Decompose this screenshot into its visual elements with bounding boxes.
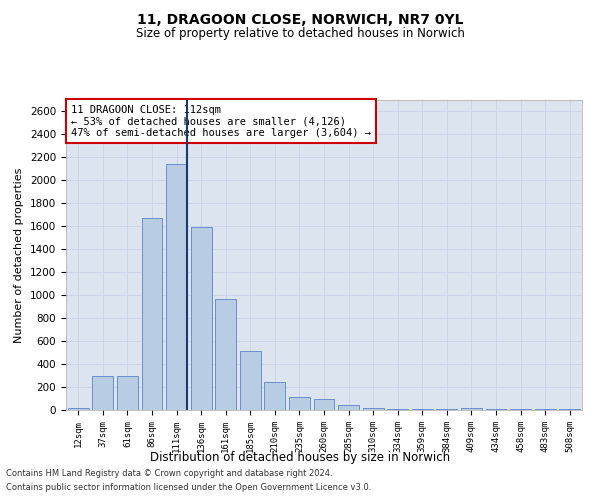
Bar [215,298,236,410]
Text: Size of property relative to detached houses in Norwich: Size of property relative to detached ho… [136,28,464,40]
Bar [142,218,163,410]
Bar [289,397,310,410]
Bar [68,408,89,410]
Text: Contains public sector information licensed under the Open Government Licence v3: Contains public sector information licen… [6,484,371,492]
Bar [265,382,286,410]
Bar [166,164,187,410]
Text: Distribution of detached houses by size in Norwich: Distribution of detached houses by size … [150,451,450,464]
Bar [314,399,334,410]
Bar [362,408,383,410]
Bar [92,376,113,410]
Text: 11, DRAGOON CLOSE, NORWICH, NR7 0YL: 11, DRAGOON CLOSE, NORWICH, NR7 0YL [137,12,463,26]
Text: 11 DRAGOON CLOSE: 112sqm
← 53% of detached houses are smaller (4,126)
47% of sem: 11 DRAGOON CLOSE: 112sqm ← 53% of detach… [71,104,371,138]
Bar [461,408,482,410]
Y-axis label: Number of detached properties: Number of detached properties [14,168,25,342]
Bar [240,352,261,410]
Bar [338,406,359,410]
Text: Contains HM Land Registry data © Crown copyright and database right 2024.: Contains HM Land Registry data © Crown c… [6,468,332,477]
Bar [191,227,212,410]
Bar [117,376,138,410]
